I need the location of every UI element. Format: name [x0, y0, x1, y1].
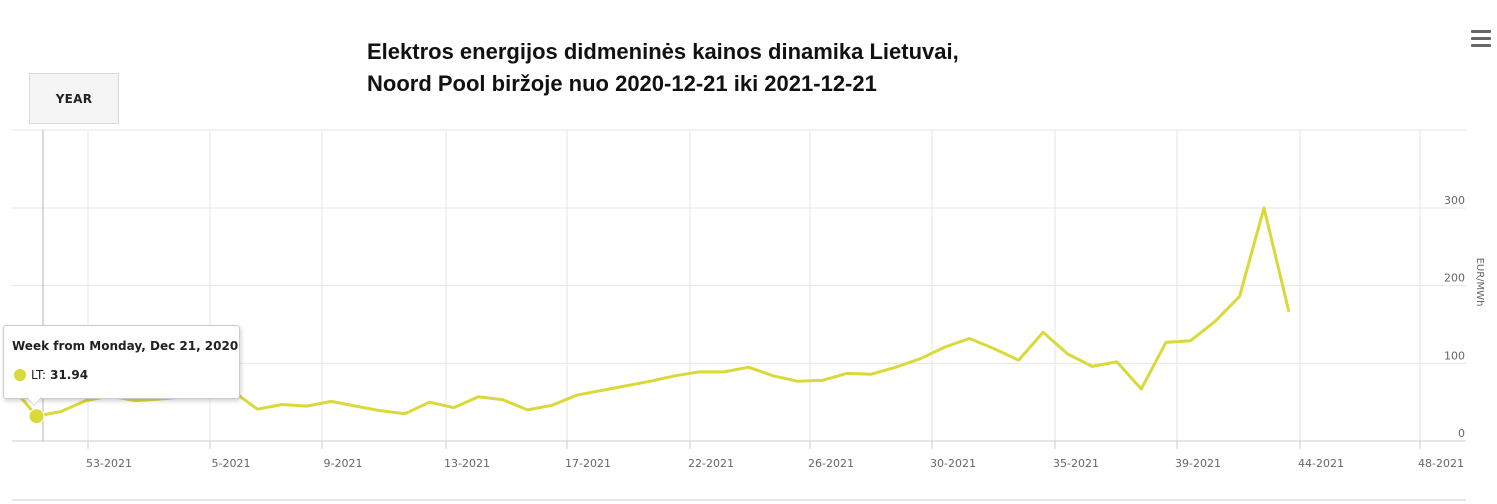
- data-point[interactable]: [59, 409, 63, 413]
- x-tick-label: 26-2021: [808, 457, 854, 470]
- x-tick-label: 35-2021: [1053, 457, 1099, 470]
- data-point[interactable]: [722, 370, 726, 374]
- series-color-marker-icon: [14, 369, 26, 381]
- data-point[interactable]: [1115, 360, 1119, 364]
- y-tick-label: 0: [1458, 427, 1465, 440]
- data-point[interactable]: [599, 389, 603, 393]
- data-point[interactable]: [1287, 309, 1291, 313]
- series-points-lt: [28, 206, 1291, 425]
- data-point[interactable]: [403, 412, 407, 416]
- tooltip-value: 31.94: [50, 368, 89, 382]
- data-point[interactable]: [992, 347, 996, 351]
- data-point[interactable]: [501, 398, 505, 402]
- data-point[interactable]: [133, 399, 137, 403]
- data-point[interactable]: [771, 374, 775, 378]
- x-axis-ticks: 53-2021 5-2021 9-2021 13-2021 17-2021 22-2021…: [86, 441, 1464, 470]
- data-point[interactable]: [1041, 330, 1045, 334]
- data-point[interactable]: [1090, 364, 1094, 368]
- data-point[interactable]: [1213, 319, 1217, 323]
- data-point[interactable]: [1262, 206, 1266, 210]
- chart-title-line-2: Noord Pool biržoje nuo 2020-12-21 iki 20…: [367, 71, 877, 96]
- x-tick-label: 48-2021: [1418, 457, 1464, 470]
- x-tick-label: 13-2021: [444, 457, 490, 470]
- vertical-gridlines: [87, 130, 1421, 441]
- data-tooltip: Week from Monday, Dec 21, 2020 LT: 31.94: [3, 325, 240, 399]
- data-point[interactable]: [280, 402, 284, 406]
- horizontal-gridlines: [12, 129, 1466, 364]
- tooltip-series-label: LT:: [31, 368, 47, 382]
- data-point[interactable]: [354, 404, 358, 408]
- data-point[interactable]: [378, 409, 382, 413]
- y-axis-title: EUR/MWh: [1474, 258, 1485, 307]
- x-tick-label: 5-2021: [212, 457, 251, 470]
- data-point[interactable]: [894, 365, 898, 369]
- data-point[interactable]: [1017, 358, 1021, 362]
- year-range-button[interactable]: YEAR: [29, 73, 119, 124]
- data-point[interactable]: [575, 393, 579, 397]
- data-point[interactable]: [845, 371, 849, 375]
- data-point[interactable]: [943, 345, 947, 349]
- chart-title-line-1: Elektros energijos didmeninės kainos din…: [367, 39, 959, 64]
- x-tick-label: 53-2021: [86, 457, 132, 470]
- x-tick-label: 44-2021: [1298, 457, 1344, 470]
- y-tick-label: 200: [1444, 272, 1465, 285]
- data-point[interactable]: [1066, 352, 1070, 356]
- tooltip-header: Week from Monday, Dec 21, 2020: [12, 339, 239, 353]
- data-point[interactable]: [796, 379, 800, 383]
- data-point[interactable]: [918, 357, 922, 361]
- data-point[interactable]: [305, 404, 309, 408]
- data-point[interactable]: [869, 372, 873, 376]
- data-point[interactable]: [84, 399, 88, 403]
- hovered-data-point[interactable]: [28, 408, 45, 425]
- data-point[interactable]: [329, 399, 333, 403]
- data-point[interactable]: [1238, 295, 1242, 299]
- data-point[interactable]: [1139, 387, 1143, 391]
- data-point[interactable]: [747, 365, 751, 369]
- x-tick-label: 17-2021: [565, 457, 611, 470]
- y-axis-ticks: 0 100 200 300: [1444, 194, 1465, 440]
- hamburger-menu-icon[interactable]: [1471, 30, 1491, 48]
- data-point[interactable]: [624, 384, 628, 388]
- data-point[interactable]: [673, 374, 677, 378]
- x-tick-label: 30-2021: [930, 457, 976, 470]
- tooltip-pointer: [26, 396, 42, 405]
- data-point[interactable]: [1164, 340, 1168, 344]
- data-point[interactable]: [550, 403, 554, 407]
- data-point[interactable]: [648, 379, 652, 383]
- x-tick-label: 22-2021: [688, 457, 734, 470]
- data-point[interactable]: [697, 370, 701, 374]
- data-point[interactable]: [1188, 339, 1192, 343]
- chart-title: Elektros energijos didmeninės kainos din…: [367, 36, 959, 100]
- data-point[interactable]: [526, 408, 530, 412]
- data-point[interactable]: [476, 395, 480, 399]
- data-point[interactable]: [452, 406, 456, 410]
- x-tick-label: 39-2021: [1175, 457, 1221, 470]
- y-tick-label: 100: [1444, 349, 1465, 362]
- data-point[interactable]: [427, 400, 431, 404]
- data-point[interactable]: [256, 407, 260, 411]
- x-tick-label: 9-2021: [324, 457, 363, 470]
- data-point[interactable]: [967, 336, 971, 340]
- tooltip-series-row: LT: 31.94: [14, 368, 88, 382]
- data-point[interactable]: [820, 378, 824, 382]
- y-tick-label: 300: [1444, 194, 1465, 207]
